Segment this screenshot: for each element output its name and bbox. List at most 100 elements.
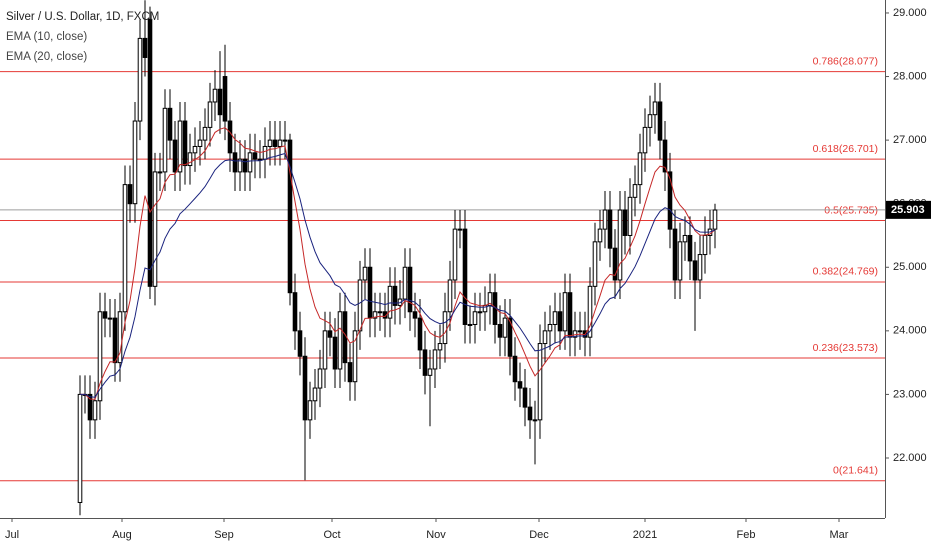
candle-body bbox=[357, 279, 363, 332]
candle-body bbox=[597, 228, 603, 243]
candle-body bbox=[662, 139, 668, 173]
candle-body bbox=[307, 400, 313, 421]
candle-body bbox=[452, 228, 458, 281]
candle-body bbox=[697, 254, 703, 281]
candle-body bbox=[517, 381, 523, 389]
y-tick-label: 25.000 bbox=[893, 261, 927, 273]
candle-body bbox=[327, 330, 333, 338]
candle-body bbox=[317, 368, 323, 389]
candle-body bbox=[682, 234, 688, 243]
candle-body bbox=[132, 120, 138, 205]
grid: 0.786(28.077)0.618(26.701)0.5(25.735)0.3… bbox=[0, 55, 885, 482]
x-tick-label: Sep bbox=[214, 529, 234, 541]
x-tick-label: Nov bbox=[426, 529, 446, 541]
candle-body bbox=[97, 311, 103, 402]
candle-body bbox=[462, 228, 468, 325]
x-tick-label: Jul bbox=[5, 529, 19, 541]
candle-body bbox=[92, 400, 98, 421]
fib-label: 0.786(28.077) bbox=[813, 55, 878, 67]
candle-body bbox=[387, 285, 393, 319]
x-tick-label: Dec bbox=[529, 529, 549, 541]
candle-body bbox=[77, 393, 83, 503]
candle-body bbox=[312, 387, 318, 402]
candle-body bbox=[172, 139, 178, 173]
candle-body bbox=[532, 419, 538, 422]
candle-body bbox=[402, 266, 408, 300]
plot bbox=[77, 0, 718, 516]
fib-label: 0.236(23.573) bbox=[813, 342, 878, 354]
candle-body bbox=[252, 152, 258, 160]
candle-body bbox=[337, 311, 343, 370]
candle-body bbox=[232, 152, 238, 173]
candle-body bbox=[142, 37, 148, 58]
candle-body bbox=[292, 292, 298, 332]
candle-body bbox=[332, 336, 338, 370]
candle-body bbox=[122, 184, 128, 313]
candle-body bbox=[247, 152, 253, 173]
candle-body bbox=[347, 362, 353, 383]
candle-body bbox=[602, 209, 608, 230]
candle-body bbox=[577, 330, 583, 333]
candle-body bbox=[507, 317, 513, 357]
candle-body bbox=[177, 120, 183, 173]
candle-body bbox=[297, 330, 303, 357]
candle-body bbox=[607, 209, 613, 249]
candle-body bbox=[377, 311, 383, 314]
candle-body bbox=[417, 317, 423, 351]
candle-body bbox=[702, 234, 708, 256]
candle-body bbox=[202, 126, 208, 141]
candle-body bbox=[622, 209, 628, 236]
candle-body bbox=[477, 311, 483, 314]
candle-body bbox=[432, 349, 438, 370]
candle-body bbox=[207, 101, 213, 128]
y-tick-label: 27.000 bbox=[893, 134, 927, 146]
candle-body bbox=[362, 266, 368, 281]
y-tick-label: 24.000 bbox=[893, 325, 927, 337]
fib-label: 0(21.641) bbox=[833, 465, 878, 477]
candle-body bbox=[427, 368, 433, 376]
x-tick-label: Feb bbox=[737, 529, 756, 541]
candle-body bbox=[637, 152, 643, 186]
candle-body bbox=[152, 171, 158, 287]
candle-body bbox=[407, 266, 413, 313]
candle-body bbox=[437, 343, 443, 351]
candle-body bbox=[557, 311, 563, 332]
candle-body bbox=[502, 317, 508, 338]
ema-line bbox=[80, 152, 716, 398]
candle-body bbox=[667, 171, 673, 230]
candle-body bbox=[617, 209, 623, 281]
candle-body bbox=[642, 126, 648, 154]
candle-body bbox=[217, 88, 223, 116]
fib-label: 0.618(26.701) bbox=[813, 143, 878, 155]
candle-body bbox=[182, 120, 188, 167]
candle-body bbox=[592, 241, 598, 287]
candle-body bbox=[162, 107, 168, 173]
candle-body bbox=[467, 323, 473, 326]
y-tick-label: 23.000 bbox=[893, 388, 927, 400]
last-price-label: 25.903 bbox=[891, 204, 925, 216]
candle-body bbox=[187, 152, 193, 167]
y-tick-label: 29.000 bbox=[893, 7, 927, 19]
candle-body bbox=[277, 139, 283, 147]
candle-body bbox=[222, 76, 228, 122]
axes: 22.00023.00024.00025.00026.00027.00028.0… bbox=[5, 7, 931, 541]
candle-body bbox=[442, 311, 448, 345]
candle-body bbox=[352, 330, 358, 383]
candle-body bbox=[527, 406, 533, 421]
candle-body bbox=[632, 184, 638, 198]
candle-body bbox=[272, 139, 278, 147]
candle-body bbox=[447, 279, 453, 313]
candle-body bbox=[627, 196, 633, 236]
candle-body bbox=[117, 311, 123, 364]
candle-body bbox=[567, 292, 573, 338]
candle-body bbox=[157, 171, 163, 174]
legend-entry: EMA (20, close) bbox=[6, 51, 87, 63]
candle-body bbox=[712, 209, 718, 230]
legend-entry: EMA (10, close) bbox=[6, 31, 87, 43]
candle-body bbox=[587, 285, 593, 338]
candle-body bbox=[652, 101, 658, 116]
candle-body bbox=[612, 247, 618, 281]
candle-body bbox=[212, 88, 218, 103]
candle-body bbox=[422, 349, 428, 376]
x-tick-label: Mar bbox=[830, 529, 849, 541]
